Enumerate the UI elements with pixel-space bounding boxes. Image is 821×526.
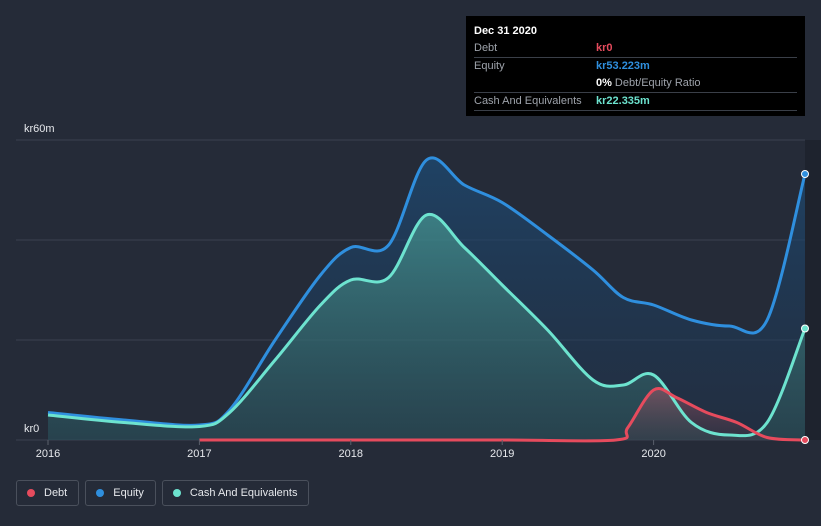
y-tick-label: kr0	[24, 423, 39, 435]
legend: Debt Equity Cash And Equivalents	[16, 480, 310, 506]
x-tick-label: 2020	[641, 448, 665, 460]
cash-dot-icon	[172, 489, 181, 497]
line-equity	[47, 156, 807, 427]
tooltip-date: Dec 31 2020	[474, 25, 537, 37]
tooltip-ratio-label: Debt/Equity Ratio	[614, 77, 701, 89]
tooltip-equity-value: kr53.223m	[596, 60, 650, 72]
legend-item-debt[interactable]: Debt	[16, 480, 80, 506]
tooltip-debt-value: kr0	[596, 42, 613, 54]
legend-item-equity[interactable]: Equity	[85, 480, 156, 506]
tooltip: Dec 31 2020 Debt kr0 Equity kr53.223m 0%…	[466, 16, 805, 116]
tooltip-equity-row: Equity kr53.223m	[474, 58, 797, 75]
end-marker-equity	[801, 170, 809, 178]
tooltip-debt-row: Debt kr0	[474, 40, 797, 58]
line-cash	[47, 212, 807, 438]
equity-dot-icon	[96, 489, 105, 497]
legend-item-cash[interactable]: Cash And Equivalents	[161, 480, 310, 506]
legend-label-equity: Equity	[113, 487, 144, 499]
debt-dot-icon	[27, 489, 35, 497]
x-tick-label: 2018	[339, 448, 363, 460]
line-debt	[199, 387, 806, 443]
x-tick-label: 2019	[490, 448, 514, 460]
legend-label-debt: Debt	[44, 487, 68, 499]
x-tick-label: 2017	[187, 448, 211, 460]
future-shade	[805, 140, 821, 440]
tooltip-equity-label: Equity	[474, 60, 505, 72]
tooltip-cash-label: Cash And Equivalents	[474, 95, 582, 107]
tooltip-ratio-value: 0%	[596, 77, 612, 89]
end-marker-cash	[801, 324, 809, 333]
area-cash	[48, 214, 805, 440]
end-marker-debt	[801, 436, 809, 444]
tooltip-cash-row: Cash And Equivalents kr22.335m	[474, 93, 797, 111]
tooltip-debt-label: Debt	[474, 42, 498, 54]
y-tick-label: kr60m	[24, 123, 55, 135]
x-tick-label: 2016	[36, 448, 60, 460]
tooltip-ratio-row: 0% Debt/Equity Ratio	[474, 75, 797, 93]
tooltip-cash-value: kr22.335m	[596, 95, 650, 107]
legend-label-cash: Cash And Equivalents	[189, 487, 298, 499]
area-debt	[199, 388, 805, 441]
